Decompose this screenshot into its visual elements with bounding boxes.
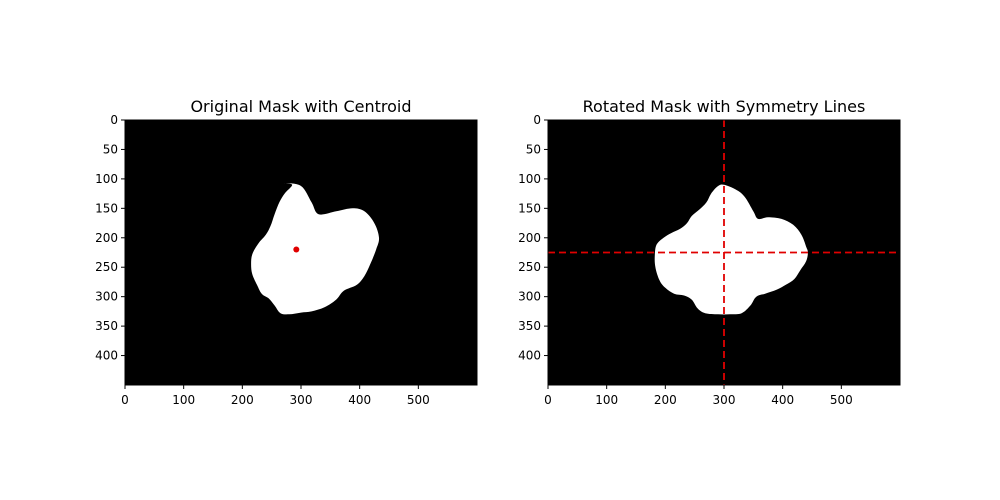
rotated-x-tick-label: 0 (544, 393, 552, 407)
original-mask-shape (251, 182, 380, 315)
original-x-tick-label: 400 (348, 393, 371, 407)
original-y-tick-label: 350 (95, 319, 118, 333)
rotated-mask-axes: 0 100 200 300 400 500 0 50 100 150 200 250 300 350 400 (518, 113, 901, 407)
rotated-y-tick-label: 300 (518, 290, 541, 304)
original-x-tick-label: 200 (231, 393, 254, 407)
rotated-y-tick-label: 50 (526, 142, 541, 156)
original-x-tick-label: 500 (407, 393, 430, 407)
original-y-tick-label: 250 (95, 260, 118, 274)
rotated-mask-shape (654, 184, 808, 315)
original-mask-panel: Original Mask with Centroid 0 100 200 300 40… (95, 97, 478, 407)
original-x-tick-label: 100 (172, 393, 195, 407)
original-y-tick-label: 50 (103, 142, 118, 156)
rotated-y-tick-label: 0 (533, 113, 541, 127)
rotated-x-tick-label: 200 (654, 393, 677, 407)
rotated-y-tick-label: 100 (518, 172, 541, 186)
rotated-x-tick-label: 300 (713, 393, 736, 407)
original-mask-title: Original Mask with Centroid (190, 97, 411, 116)
centroid-point (293, 246, 300, 253)
rotated-y-tick-label: 150 (518, 201, 541, 215)
original-mask-axes: 0 100 200 300 400 500 0 50 100 150 200 250 300 350 400 (95, 113, 478, 407)
original-y-tick-label: 100 (95, 172, 118, 186)
rotated-mask-panel: Rotated Mask with Symmetry Lines 0 100 200… (518, 97, 901, 407)
rotated-y-tick-label: 250 (518, 260, 541, 274)
original-y-tick-label: 300 (95, 290, 118, 304)
rotated-x-tick-label: 400 (771, 393, 794, 407)
rotated-y-tick-label: 400 (518, 349, 541, 363)
original-y-tick-label: 150 (95, 201, 118, 215)
original-y-tick-label: 200 (95, 231, 118, 245)
original-y-tick-label: 0 (110, 113, 118, 127)
rotated-x-tick-label: 100 (595, 393, 618, 407)
rotated-y-tick-label: 200 (518, 231, 541, 245)
original-x-tick-label: 300 (290, 393, 313, 407)
rotated-mask-title: Rotated Mask with Symmetry Lines (583, 97, 866, 116)
rotated-x-tick-label: 500 (830, 393, 853, 407)
rotated-y-tick-label: 350 (518, 319, 541, 333)
original-x-tick-label: 0 (121, 393, 129, 407)
original-y-tick-label: 400 (95, 349, 118, 363)
